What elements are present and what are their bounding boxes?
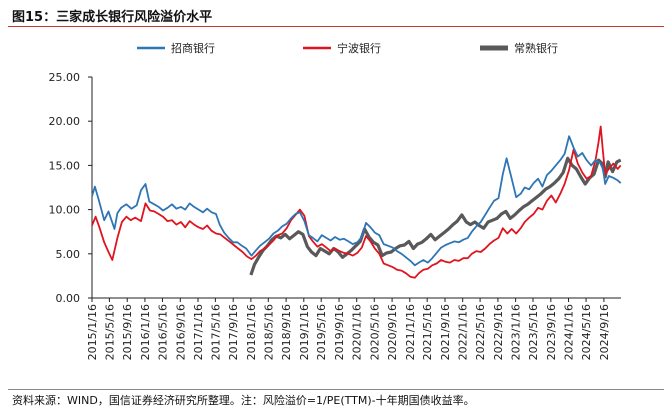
x-tick-label: 2020/5/16: [368, 304, 381, 360]
series-line-nbb: [91, 125, 622, 279]
x-tick-label: 2020/1/16: [351, 304, 364, 360]
x-tick-label: 2016/9/16: [174, 304, 187, 360]
series-layer: [91, 125, 622, 279]
x-tick-label: 2023/1/16: [510, 304, 523, 360]
y-tick-label: 0.00: [56, 292, 81, 305]
x-tick-label: 2024/1/16: [563, 304, 576, 360]
y-tick-label: 15.00: [49, 159, 81, 172]
x-tick-label: 2015/9/16: [121, 304, 134, 360]
y-tick-label: 20.00: [49, 115, 81, 128]
x-tick-label: 2021/9/16: [439, 304, 452, 360]
x-tick-label: 2018/5/16: [262, 304, 275, 360]
series-line-csrcb: [249, 156, 622, 276]
axes: 0.00 5.00 10.00 15.00 20.00 25.00 2015/1/16 201…: [49, 71, 621, 360]
x-tick-label: 2019/5/16: [315, 304, 328, 360]
x-tick-label: 2015/5/16: [103, 304, 116, 360]
x-tick-label: 2019/1/16: [298, 304, 311, 360]
y-tick-label: 10.00: [49, 204, 81, 217]
line-chart: 招商银行 宁波银行 常熟银行 0.00 5.00 10.00 15.00 20.00 25.0…: [49, 41, 622, 360]
x-tick-label: 2016/1/16: [139, 304, 152, 360]
x-tick-label: 2018/1/16: [245, 304, 258, 360]
x-tick-label: 2023/5/16: [527, 304, 540, 360]
x-tick-label: 2022/9/16: [492, 304, 505, 360]
x-tick-label: 2023/9/16: [545, 304, 558, 360]
y-tick-label: 5.00: [56, 248, 81, 261]
x-tick-label: 2022/5/16: [474, 304, 487, 360]
chart-title: 图15：三家成长银行风险溢价水平: [12, 10, 213, 25]
x-tick-label: 2017/5/16: [209, 304, 222, 360]
source-note: 资料来源：WIND，国信证券经济研究所整理。注：风险溢价=1/PE(TTM)-十…: [12, 394, 475, 407]
x-tick-label: 2024/9/16: [598, 304, 611, 360]
x-tick-label: 2020/9/16: [386, 304, 399, 360]
x-tick-label: 2015/1/16: [86, 304, 99, 360]
title-rule: [8, 26, 664, 27]
x-tick-label: 2017/9/16: [227, 304, 240, 360]
x-tick-label: 2022/1/16: [457, 304, 470, 360]
legend-label: 宁波银行: [337, 41, 381, 55]
x-tick-label: 2024/5/16: [580, 304, 593, 360]
x-tick-label: 2017/1/16: [192, 304, 205, 360]
x-tick-label: 2021/1/16: [404, 304, 417, 360]
legend-label: 常熟银行: [514, 41, 558, 55]
series-line-cmb: [91, 135, 622, 267]
y-tick-label: 25.00: [49, 71, 81, 84]
legend-label: 招商银行: [171, 41, 215, 55]
x-tick-label: 2021/5/16: [421, 304, 434, 360]
legend: 招商银行 宁波银行 常熟银行: [137, 41, 558, 55]
x-tick-label: 2019/9/16: [333, 304, 346, 360]
footer-rule: [8, 389, 664, 390]
x-tick-label: 2018/9/16: [280, 304, 293, 360]
x-tick-label: 2016/5/16: [156, 304, 169, 360]
